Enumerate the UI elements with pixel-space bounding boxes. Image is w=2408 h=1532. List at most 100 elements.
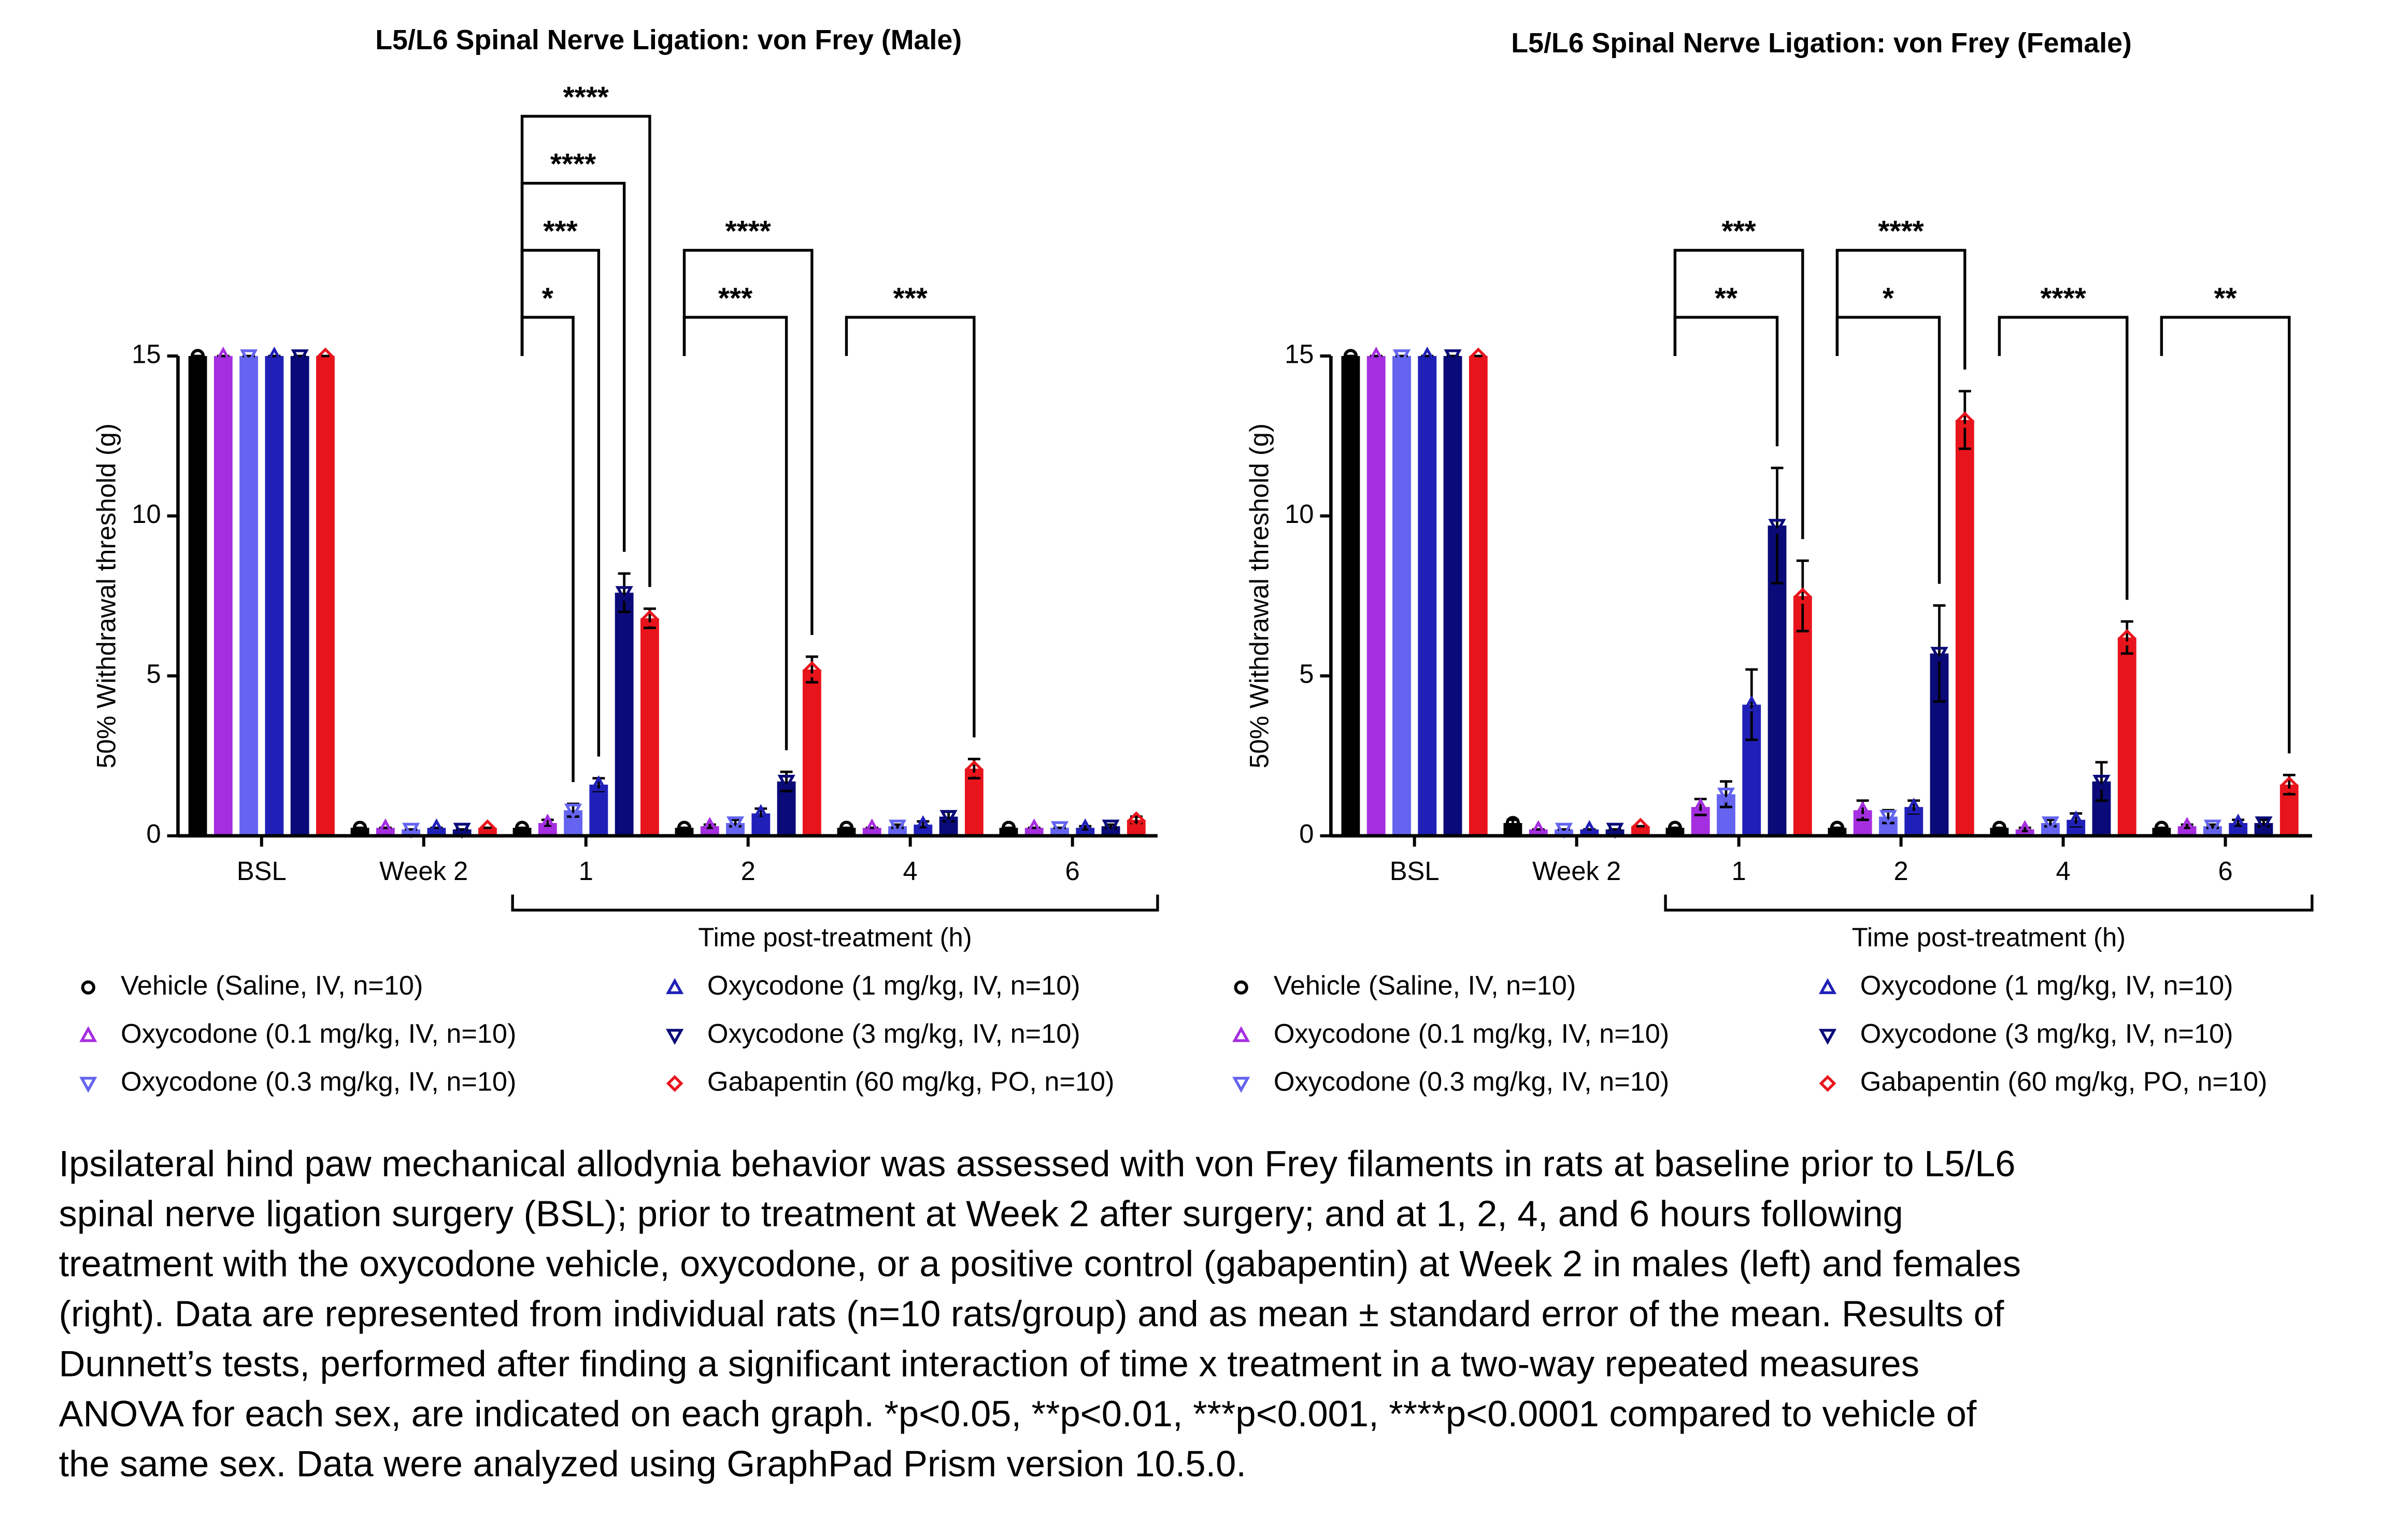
- x-axis-label: Time post-treatment (h): [1852, 923, 2126, 952]
- caption-line: Ipsilateral hind paw mechanical allodyni…: [59, 1143, 2016, 1184]
- mean-marker: [863, 818, 881, 834]
- x-tick-label: Week 2: [1532, 856, 1621, 886]
- mean-marker: [564, 803, 582, 820]
- mean-marker: [1768, 519, 1786, 535]
- mean-marker: [1001, 820, 1016, 835]
- significance-label: ****: [550, 148, 596, 181]
- mean-marker: [428, 818, 446, 834]
- y-tick-label: 15: [1285, 339, 1314, 368]
- time-bracket: [511, 895, 1159, 912]
- x-axis-label: Time post-treatment (h): [698, 923, 972, 952]
- x-tick-label: Week 2: [379, 856, 468, 886]
- significance-bracket: [1673, 316, 1779, 447]
- bar: [213, 356, 233, 836]
- bar: [1366, 356, 1386, 836]
- mean-marker: [965, 760, 983, 777]
- y-tick-label: 5: [1299, 659, 1314, 688]
- bar: [1418, 356, 1437, 836]
- mean-marker: [914, 815, 932, 831]
- mean-marker: [752, 804, 770, 820]
- mean-marker: [1956, 411, 1974, 429]
- significance-label: ***: [893, 282, 928, 315]
- caption-line: spinal nerve ligation surgery (BSL); pri…: [59, 1193, 1903, 1234]
- time-bracket: [1664, 895, 2314, 912]
- mean-marker: [317, 347, 334, 365]
- mean-marker: [1343, 349, 1358, 363]
- legend-label: Oxycodone (0.1 mg/kg, IV, n=10): [121, 1019, 516, 1049]
- significance-label: *: [542, 282, 554, 315]
- y-axis-label: 50% Withdrawal threshold (g): [91, 423, 121, 769]
- legend-label: Vehicle (Saline, IV, n=10): [1274, 971, 1576, 1001]
- mean-marker: [239, 349, 258, 365]
- mean-marker: [1794, 587, 1812, 605]
- mean-marker: [402, 822, 420, 839]
- mean-marker: [515, 820, 530, 835]
- mean-marker: [1444, 349, 1462, 365]
- legend-marker: [666, 978, 684, 995]
- y-tick-label: 10: [132, 499, 161, 529]
- significance-bracket: [520, 115, 651, 587]
- significance-bracket: [1998, 316, 2129, 600]
- mean-marker: [190, 349, 205, 363]
- x-tick-label: 2: [741, 856, 756, 886]
- bar: [1341, 356, 1360, 836]
- significance-bracket: [1835, 316, 1941, 584]
- bar: [188, 356, 207, 836]
- error-bar: [618, 572, 631, 614]
- mean-marker: [2067, 810, 2085, 827]
- significance-label: **: [1715, 282, 1738, 315]
- mean-marker: [1470, 347, 1487, 365]
- legend-label: Oxycodone (0.3 mg/kg, IV, n=10): [1274, 1067, 1669, 1097]
- x-tick-label: 1: [579, 856, 593, 886]
- mean-marker: [939, 810, 958, 826]
- x-tick-label: 4: [903, 856, 918, 886]
- legend-marker: [666, 1029, 684, 1045]
- legend-marker: [1818, 978, 1837, 995]
- chart-title: L5/L6 Spinal Nerve Ligation: von Frey (M…: [375, 24, 962, 55]
- mean-marker: [2154, 820, 2169, 835]
- significance-bracket: [682, 316, 788, 750]
- mean-marker: [1691, 798, 1709, 814]
- mean-marker: [1717, 787, 1735, 804]
- mean-marker: [2281, 776, 2298, 793]
- mean-marker: [1606, 822, 1624, 839]
- error-bar: [1745, 668, 1758, 741]
- bar: [964, 769, 984, 836]
- legend-marker: [1818, 1029, 1837, 1045]
- bar: [1392, 356, 1411, 836]
- mean-marker: [777, 775, 795, 791]
- mean-marker: [1668, 820, 1683, 835]
- x-tick-label: 6: [2218, 856, 2232, 886]
- bar: [802, 669, 821, 836]
- mean-marker: [803, 661, 821, 678]
- error-bar: [805, 655, 818, 684]
- bar: [615, 592, 634, 836]
- legend-label: Oxycodone (0.1 mg/kg, IV, n=10): [1274, 1019, 1669, 1049]
- error-bar: [1958, 390, 1971, 450]
- significance-bracket: [2160, 316, 2291, 754]
- significance-bracket: [1673, 249, 1804, 540]
- legend-label: Gabapentin (60 mg/kg, PO, n=10): [1860, 1067, 2268, 1097]
- bar: [2117, 637, 2136, 836]
- mean-marker: [453, 822, 471, 839]
- significance-bracket: [520, 316, 575, 783]
- x-tick-label: 2: [1893, 856, 1908, 886]
- mean-marker: [641, 609, 659, 627]
- mean-marker: [1418, 346, 1436, 363]
- bar: [1469, 356, 1488, 836]
- mean-marker: [1128, 811, 1145, 829]
- bar: [290, 356, 309, 836]
- significance-bracket: [1835, 249, 1967, 370]
- mean-marker: [265, 346, 283, 363]
- x-tick-label: 4: [2056, 856, 2070, 886]
- error-bar: [1771, 466, 1784, 585]
- legend-label: Oxycodone (3 mg/kg, IV, n=10): [707, 1019, 1080, 1049]
- mean-marker: [352, 820, 367, 835]
- y-axis-label: 50% Withdrawal threshold (g): [1244, 423, 1274, 769]
- mean-marker: [1830, 820, 1845, 835]
- bar: [1955, 420, 1974, 836]
- mean-marker: [888, 819, 907, 836]
- significance-label: ****: [2040, 282, 2086, 315]
